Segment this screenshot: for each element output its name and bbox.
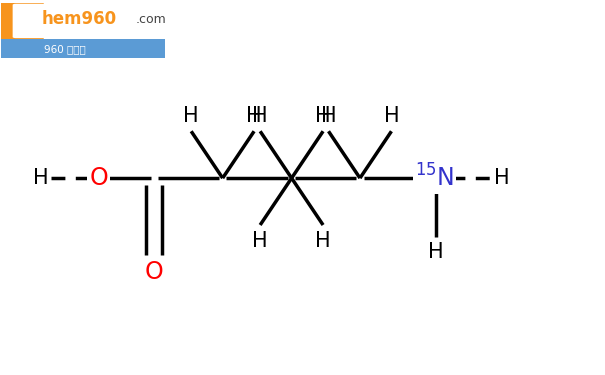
Text: H: H [428, 242, 443, 262]
Text: H: H [315, 105, 331, 126]
Text: .com: .com [135, 13, 166, 26]
Text: H: H [384, 105, 399, 126]
Text: H: H [252, 231, 268, 251]
Text: O: O [90, 166, 108, 190]
Text: H: H [183, 105, 199, 126]
Text: H: H [321, 105, 336, 126]
Text: H: H [494, 168, 510, 188]
Text: H: H [33, 168, 48, 188]
FancyBboxPatch shape [13, 4, 45, 38]
Text: O: O [145, 260, 163, 284]
FancyBboxPatch shape [0, 0, 44, 43]
Bar [1, 39, 165, 58]
Text: H: H [246, 105, 262, 126]
Text: $^{15}$N: $^{15}$N [414, 165, 454, 192]
Text: 960 化工网: 960 化工网 [44, 44, 85, 54]
Text: H: H [252, 105, 268, 126]
Text: H: H [315, 231, 331, 251]
Text: hem960: hem960 [42, 10, 117, 28]
